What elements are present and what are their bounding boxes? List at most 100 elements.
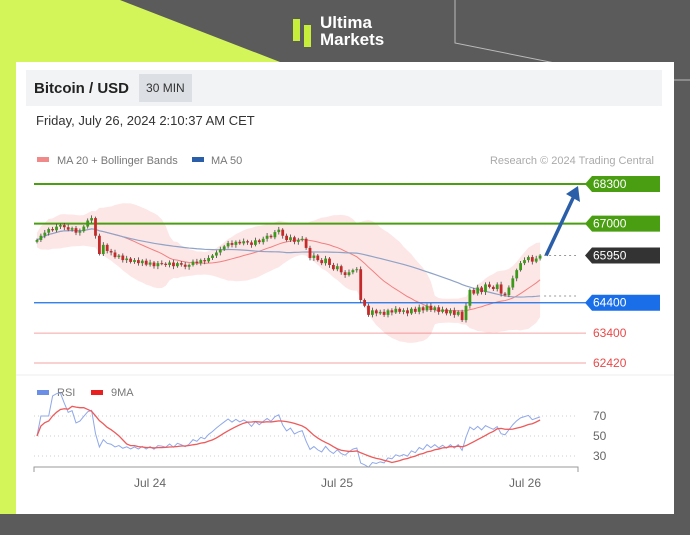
candle-body	[90, 218, 93, 221]
ma50-legend-swatch	[192, 157, 204, 162]
candle-body	[530, 257, 534, 262]
candle-body	[382, 311, 386, 315]
rsi-ma-legend-swatch	[91, 390, 103, 395]
candle-body	[433, 307, 437, 311]
candle-body	[101, 244, 105, 255]
candle-body	[390, 310, 394, 313]
candle-body	[144, 260, 148, 265]
candle-body	[265, 235, 269, 239]
candle-body	[441, 309, 444, 312]
candle-body	[70, 228, 74, 230]
candle-body	[43, 232, 47, 236]
candle-body	[179, 263, 183, 265]
candle-body	[277, 229, 281, 233]
candle-body	[394, 308, 398, 313]
candle-body	[339, 266, 343, 273]
candle-body	[488, 284, 491, 287]
candle-body	[332, 264, 335, 270]
candle-body	[207, 257, 210, 262]
candle-body	[156, 263, 160, 267]
candle-body	[371, 310, 374, 315]
level-box-65950	[585, 247, 660, 264]
candle-body	[66, 227, 70, 230]
candle-body	[503, 293, 507, 296]
candle-body	[82, 226, 86, 232]
candle-body	[491, 286, 495, 290]
candle-body	[39, 235, 43, 241]
candle-body	[199, 260, 203, 264]
candle-body	[421, 307, 425, 311]
candle-body	[59, 225, 62, 227]
level-box-67000	[585, 215, 660, 232]
candle-body	[363, 299, 366, 306]
candle-body	[484, 284, 487, 293]
candle-body	[289, 237, 292, 241]
level-label-67000: 67000	[593, 217, 627, 231]
candle-body	[226, 243, 230, 247]
candle-body	[534, 258, 538, 262]
timeframe-badge[interactable]: 30 MIN	[139, 74, 192, 102]
chart-datetime: Friday, July 26, 2024 2:10:37 AM CET	[36, 113, 255, 128]
candle-body	[62, 225, 66, 228]
candle-body	[316, 255, 320, 261]
candle-body	[187, 264, 191, 267]
candle-body	[495, 284, 499, 290]
candle-body	[242, 241, 246, 244]
candle-body	[254, 240, 257, 245]
candle-body	[406, 310, 409, 314]
candle-body	[257, 240, 261, 243]
x-tick-jul24: Jul 24	[134, 476, 166, 490]
candle-body	[105, 244, 109, 251]
candle-body	[410, 308, 413, 314]
candle-body	[460, 311, 464, 321]
candle-body	[523, 260, 526, 264]
candle-body	[468, 289, 472, 306]
rsi-tick-30: 30	[593, 449, 607, 463]
candle-body	[281, 229, 285, 236]
candle-body	[351, 270, 355, 273]
candle-body	[215, 252, 218, 256]
candle-body	[269, 235, 273, 238]
rsi-ma-legend: 9MA	[111, 387, 134, 399]
candle-body	[343, 272, 347, 276]
candle-body	[113, 252, 117, 258]
candle-body	[511, 278, 515, 288]
candle-body	[480, 287, 483, 293]
candle-body	[183, 264, 187, 267]
candle-body	[125, 258, 129, 261]
candle-body	[55, 226, 58, 231]
candle-body	[98, 235, 101, 255]
candle-body	[519, 263, 522, 271]
candle-body	[515, 270, 519, 279]
level-label-68300: 68300	[593, 177, 627, 191]
x-tick-jul25: Jul 25	[321, 476, 353, 490]
candle-body	[140, 260, 144, 264]
ma50-line	[36, 228, 541, 298]
candle-body	[51, 229, 54, 231]
candle-body	[261, 238, 265, 243]
candle-body	[312, 255, 316, 258]
credit-text: Research © 2024 Trading Central	[490, 155, 654, 167]
candle-body	[452, 310, 456, 315]
candle-body	[429, 305, 433, 311]
level-label-63400: 63400	[593, 326, 627, 340]
candle-body	[527, 257, 530, 261]
candle-body	[117, 255, 121, 258]
level-box-68300	[585, 176, 660, 192]
candle-body	[335, 266, 339, 270]
candle-body	[456, 311, 460, 315]
candle-body	[386, 310, 390, 315]
candle-body	[35, 240, 39, 242]
candle-body	[238, 241, 242, 244]
candle-body	[234, 241, 238, 245]
candle-body	[374, 310, 378, 314]
candle-body	[417, 307, 421, 312]
candle-body	[507, 287, 511, 296]
candle-body	[133, 260, 136, 262]
candle-body	[191, 261, 195, 265]
brand-line1: Ultima	[320, 13, 372, 32]
bollinger-band	[37, 203, 541, 343]
candle-body	[164, 263, 168, 265]
x-axis	[33, 466, 579, 472]
ultima-markets-logo: Ultima Markets	[292, 14, 384, 48]
